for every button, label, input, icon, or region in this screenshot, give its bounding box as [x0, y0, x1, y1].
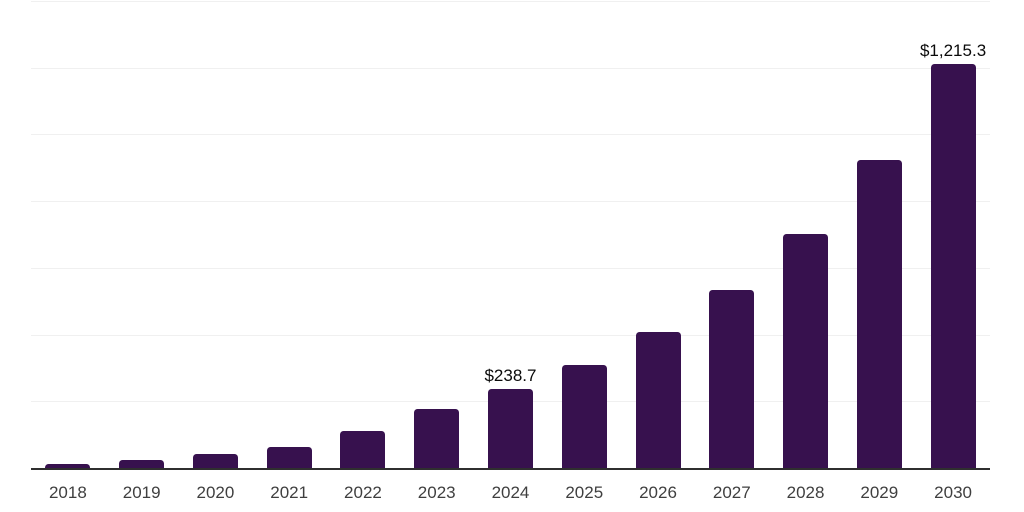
bar-2027 [709, 289, 755, 469]
bar-column-2020 [179, 2, 253, 469]
x-tick-2027: 2027 [712, 483, 751, 502]
x-tick-2026: 2026 [639, 483, 677, 502]
bar-2025 [561, 364, 607, 469]
bar-2029 [856, 160, 902, 469]
bar-column-2025 [547, 2, 621, 469]
x-tick-2021: 2021 [270, 483, 309, 502]
bar-column-2022 [326, 2, 400, 469]
x-axis-line [31, 468, 990, 470]
gridline-1000 [31, 134, 990, 136]
x-tick-2019: 2019 [122, 483, 161, 502]
bar-column-2021 [252, 2, 326, 469]
x-tick-2023: 2023 [417, 483, 456, 502]
x-tick-2024: 2024 [491, 483, 530, 502]
bar-2020 [192, 454, 238, 469]
bar-2018 [45, 464, 91, 469]
x-tick-2029: 2029 [860, 483, 899, 502]
x-tick-2028: 2028 [786, 483, 825, 502]
bar-column-2030: $1,215.3 [916, 2, 990, 469]
bar-2021 [266, 446, 312, 469]
x-tick-2030: 2030 [934, 483, 972, 502]
gridline-400 [31, 334, 990, 336]
gridline-800 [31, 201, 990, 203]
bar-2022 [340, 431, 386, 469]
bar-value-label-2030: $1,215.3 [919, 40, 987, 60]
bar-column-2026 [621, 2, 695, 469]
bar-2026 [635, 332, 681, 469]
bar-column-2027 [695, 2, 769, 469]
bar-column-2018 [31, 2, 105, 469]
gridline-1200 [31, 67, 990, 69]
bar-column-2028 [769, 2, 843, 469]
bar-2030 [930, 63, 976, 469]
plot-area: $238.7 $1,215.3 [31, 1, 990, 470]
x-tick-2025: 2025 [565, 483, 604, 502]
bar-column-2023 [400, 2, 474, 469]
bar-value-label-2024: $238.7 [484, 366, 537, 386]
bar-2028 [783, 234, 829, 469]
x-tick-2022: 2022 [344, 483, 382, 502]
x-tick-2020: 2020 [196, 483, 235, 502]
bar-2024 [487, 389, 533, 469]
bar-column-2024: $238.7 [474, 2, 548, 469]
bar-column-2029 [842, 2, 916, 469]
gridline-600 [31, 267, 990, 269]
bars-row: $238.7 $1,215.3 [31, 2, 990, 469]
bar-column-2019 [105, 2, 179, 469]
x-tick-2018: 2018 [48, 483, 87, 502]
x-axis-ticks: 2018 2019 2020 2021 2022 2023 2024 2025 2026 2027… [31, 483, 990, 503]
bar-2019 [119, 460, 165, 469]
gridline-1400 [31, 1, 990, 2]
bar-2023 [414, 408, 460, 469]
